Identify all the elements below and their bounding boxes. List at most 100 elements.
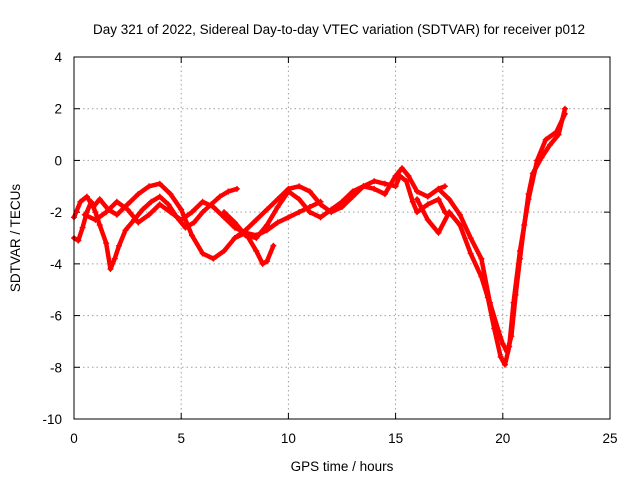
y-tick-label: 0 bbox=[54, 153, 62, 168]
data-point bbox=[317, 214, 324, 221]
x-tick-label: 20 bbox=[495, 431, 510, 446]
data-point bbox=[555, 131, 562, 138]
axes: 0 5 10 15 20 25 -10 -8 -6 -4 -2 0 2 4 bbox=[42, 50, 617, 446]
data-point bbox=[392, 183, 399, 190]
data-point bbox=[270, 242, 277, 249]
data-point bbox=[111, 255, 118, 262]
data-point bbox=[124, 206, 131, 213]
data-point bbox=[113, 211, 120, 218]
data-point bbox=[516, 255, 523, 262]
data-point bbox=[221, 247, 228, 254]
data-point bbox=[221, 209, 228, 216]
data-point bbox=[135, 191, 142, 198]
data-point bbox=[467, 250, 474, 257]
data-point bbox=[317, 201, 324, 208]
data-point bbox=[521, 222, 528, 229]
data-point bbox=[90, 203, 97, 210]
data-point bbox=[199, 250, 206, 257]
data-point bbox=[399, 165, 406, 172]
grid-lines bbox=[74, 57, 610, 419]
data-point bbox=[96, 196, 103, 203]
series-line bbox=[71, 181, 276, 267]
data-point bbox=[263, 258, 270, 265]
data-point bbox=[525, 191, 532, 198]
data-point bbox=[122, 227, 129, 234]
y-tick-label: 2 bbox=[54, 102, 62, 117]
data-point bbox=[512, 291, 519, 298]
data-point bbox=[167, 191, 174, 198]
data-point bbox=[542, 136, 549, 143]
series-line bbox=[414, 111, 568, 367]
data-point bbox=[274, 196, 281, 203]
data-point bbox=[409, 198, 416, 205]
data-point bbox=[339, 203, 345, 210]
data-point bbox=[381, 191, 388, 198]
data-point bbox=[79, 224, 86, 231]
data-point bbox=[504, 348, 511, 355]
data-point bbox=[75, 237, 82, 244]
data-series-trace-g bbox=[435, 105, 568, 355]
data-point bbox=[165, 201, 172, 208]
data-point bbox=[360, 183, 367, 190]
data-point bbox=[285, 185, 292, 192]
data-point bbox=[148, 198, 155, 205]
data-point bbox=[259, 260, 266, 267]
data-point bbox=[306, 209, 313, 216]
data-point bbox=[381, 180, 388, 187]
data-point bbox=[403, 178, 410, 185]
data-point bbox=[113, 198, 120, 205]
data-point bbox=[529, 170, 536, 177]
data-point bbox=[83, 193, 90, 200]
data-point bbox=[188, 209, 195, 216]
data-point bbox=[225, 188, 232, 195]
y-tick-label: 4 bbox=[54, 50, 62, 65]
data-point bbox=[103, 240, 110, 247]
data-point bbox=[231, 235, 238, 241]
y-tick-label: -8 bbox=[50, 360, 62, 375]
data-point bbox=[435, 229, 442, 236]
y-tick-label: -2 bbox=[50, 205, 62, 220]
data-point bbox=[396, 172, 403, 179]
data-point bbox=[414, 196, 421, 203]
data-point bbox=[124, 201, 131, 208]
data-point bbox=[156, 201, 163, 208]
data-point bbox=[508, 333, 515, 340]
data-point bbox=[424, 216, 431, 223]
data-point bbox=[495, 328, 502, 335]
data-series-trace-e bbox=[231, 172, 448, 241]
data-point bbox=[199, 209, 206, 216]
data-point bbox=[96, 222, 103, 229]
data-point bbox=[441, 183, 448, 190]
data-point bbox=[328, 209, 335, 216]
data-point bbox=[77, 198, 84, 205]
data-point bbox=[253, 216, 260, 223]
data-point bbox=[456, 222, 463, 229]
data-point bbox=[467, 235, 474, 241]
series-line bbox=[82, 199, 323, 238]
data-point bbox=[435, 196, 442, 203]
data-point bbox=[263, 206, 270, 213]
data-point bbox=[81, 211, 88, 218]
data-point bbox=[216, 193, 223, 200]
data-point bbox=[92, 216, 99, 223]
data-point bbox=[191, 219, 198, 226]
data-point bbox=[146, 183, 153, 190]
x-tick-label: 10 bbox=[281, 431, 296, 446]
data-point bbox=[486, 299, 493, 306]
data-point bbox=[424, 193, 431, 200]
data-point bbox=[233, 185, 240, 192]
data-point bbox=[274, 219, 281, 226]
data-point bbox=[285, 214, 292, 221]
data-point bbox=[349, 188, 356, 195]
data-point bbox=[561, 105, 568, 112]
data-point bbox=[414, 209, 421, 216]
data-point bbox=[446, 196, 453, 203]
x-tick-label: 15 bbox=[388, 431, 403, 446]
data-point bbox=[296, 196, 303, 203]
y-tick-label: -4 bbox=[50, 257, 62, 272]
data-point bbox=[156, 180, 163, 187]
data-point bbox=[296, 183, 303, 190]
data-point bbox=[349, 193, 356, 200]
x-tick-label: 0 bbox=[70, 431, 78, 446]
